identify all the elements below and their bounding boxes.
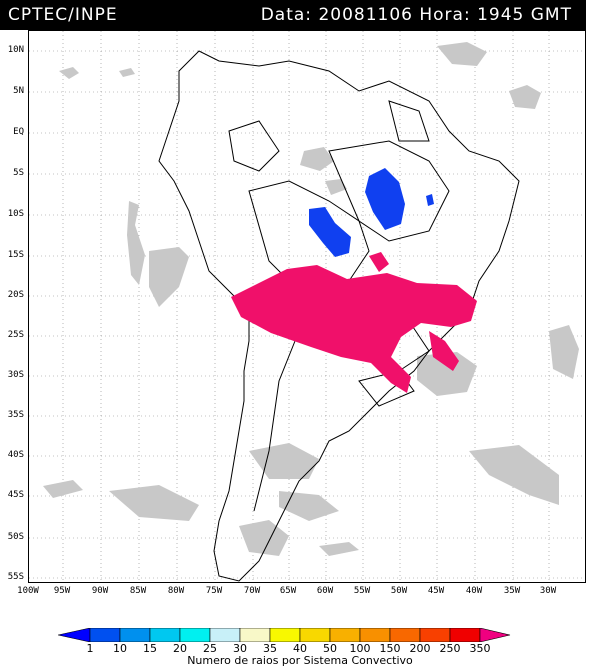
- lat-label: 35S: [7, 410, 24, 420]
- colorbar-segment: [329, 628, 361, 642]
- convective-systems-high: [231, 252, 477, 393]
- lat-label: 25S: [7, 330, 24, 340]
- colorbar-segment: [239, 628, 271, 642]
- lat-label: 40S: [7, 450, 24, 460]
- lat-label: 15S: [7, 250, 24, 260]
- colorbar-segment: [58, 628, 91, 642]
- colorbar: [58, 628, 511, 642]
- lat-label: 5N: [13, 86, 24, 96]
- map-frame: [28, 30, 586, 583]
- lat-label: 10N: [7, 45, 24, 55]
- lat-label: 50S: [7, 532, 24, 542]
- map-header: CPTEC/INPE Data: 20081106 Hora: 1945 GMT: [0, 0, 586, 30]
- colorbar-segment: [299, 628, 331, 642]
- colorbar-segment: [389, 628, 421, 642]
- colorbar-label: 30: [233, 642, 247, 655]
- lon-label: 100W: [17, 586, 39, 596]
- lon-label: 55W: [353, 586, 371, 596]
- colorbar-label: 250: [439, 642, 461, 655]
- colorbar-segment: [119, 628, 151, 642]
- colorbar-segment: [89, 628, 121, 642]
- colorbar-label: 35: [263, 642, 277, 655]
- colorbar-label: 15: [143, 642, 157, 655]
- lon-label: 80W: [167, 586, 185, 596]
- lon-label: 30W: [539, 586, 557, 596]
- colorbar-label: 200: [409, 642, 431, 655]
- colorbar-label: 40: [293, 642, 307, 655]
- lon-label: 40W: [465, 586, 483, 596]
- lon-label: 50W: [390, 586, 408, 596]
- timestamp-label: Data: 20081106 Hora: 1945 GMT: [260, 5, 572, 25]
- colorbar-label: 100: [349, 642, 371, 655]
- lon-label: 85W: [129, 586, 147, 596]
- colorbar-label: 1: [86, 642, 94, 655]
- colorbar-title: Numero de raios por Sistema Convectivo: [187, 654, 413, 667]
- lat-label: 10S: [7, 209, 24, 219]
- colorbar-label: 25: [203, 642, 217, 655]
- cloud-cover: [43, 42, 579, 556]
- lat-label: 30S: [7, 370, 24, 380]
- lat-label: 55S: [7, 572, 24, 582]
- colorbar-segment: [209, 628, 241, 642]
- colorbar-label: 10: [113, 642, 127, 655]
- colorbar-label: 150: [379, 642, 401, 655]
- colorbar-label: 20: [173, 642, 187, 655]
- colorbar-segment: [359, 628, 391, 642]
- lon-label: 45W: [427, 586, 445, 596]
- lon-label: 95W: [53, 586, 71, 596]
- map-canvas: [29, 31, 585, 582]
- colorbar-segment: [269, 628, 301, 642]
- lon-label: 60W: [316, 586, 334, 596]
- colorbar-segment: [419, 628, 451, 642]
- source-label: CPTEC/INPE: [8, 5, 118, 25]
- colorbar-label: 50: [323, 642, 337, 655]
- colorbar-segment: [179, 628, 211, 642]
- lon-label: 70W: [243, 586, 261, 596]
- colorbar-segment: [479, 628, 511, 642]
- lat-label: 20S: [7, 290, 24, 300]
- lat-label: 45S: [7, 490, 24, 500]
- lat-label: EQ: [13, 127, 24, 137]
- lon-label: 35W: [503, 586, 521, 596]
- convective-systems-low: [309, 168, 434, 257]
- lat-label: 5S: [13, 168, 24, 178]
- lon-label: 90W: [91, 586, 109, 596]
- colorbar-segment: [449, 628, 481, 642]
- lon-label: 75W: [205, 586, 223, 596]
- lon-label: 65W: [279, 586, 297, 596]
- colorbar-segment: [149, 628, 181, 642]
- colorbar-label: 350: [469, 642, 491, 655]
